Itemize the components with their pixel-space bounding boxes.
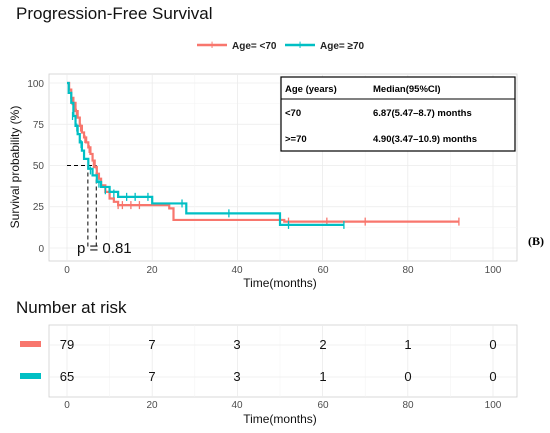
risk-x-tick-20: 20	[146, 400, 158, 411]
median-table-header-median: Median(95%CI)	[373, 84, 441, 95]
panel-label: (B)	[528, 234, 544, 248]
risk-table-panel	[48, 324, 518, 398]
y-axis-label: Survival probability (%)	[8, 106, 22, 229]
risk-1-t60: 2	[319, 337, 326, 352]
risk-table-title: Number at risk	[16, 298, 127, 317]
risk-1-t0: 79	[60, 337, 74, 352]
risk-x-tick-80: 80	[402, 400, 414, 411]
x-axis-label: Time(months)	[243, 276, 317, 290]
x-tick-100: 100	[485, 265, 502, 276]
risk-2-t0: 65	[60, 369, 74, 384]
risk-1-t20: 7	[148, 337, 155, 352]
median-table-row-2-median: 4.90(3.47–10.9) months	[373, 134, 477, 145]
risk-grid	[49, 325, 517, 397]
risk-1-t80: 1	[404, 337, 411, 352]
y-tick-50: 50	[33, 161, 45, 172]
median-table-row-1-group: <70	[285, 108, 301, 119]
x-tick-80: 80	[402, 265, 414, 276]
x-tick-40: 40	[231, 265, 243, 276]
median-table-row-2-group: >=70	[285, 134, 307, 145]
median-table-frame	[280, 76, 516, 152]
p-value: p = 0.81	[77, 240, 132, 257]
risk-x-tick-0: 0	[64, 400, 70, 411]
median-table: Age (years) Median(95%CI) <70 6.87(5.47–…	[280, 76, 516, 152]
risk-x-tick-100: 100	[485, 400, 502, 411]
risk-x-axis-label: Time(months)	[243, 412, 317, 426]
legend-label-1: Age= <70	[232, 41, 277, 52]
risk-2-t20: 7	[148, 369, 155, 384]
risk-2-t60: 1	[319, 369, 326, 384]
legend-swatch-1-mark: +	[208, 37, 216, 52]
y-tick-100: 100	[27, 79, 44, 90]
risk-2-t40: 3	[233, 369, 240, 384]
x-tick-0: 0	[64, 265, 70, 276]
legend: + Age= <70 + Age= ≥70	[197, 37, 365, 52]
x-tick-20: 20	[146, 265, 158, 276]
median-table-row-1-median: 6.87(5.47–8.7) months	[373, 108, 472, 119]
y-tick-0: 0	[38, 244, 44, 255]
main-curves	[67, 81, 460, 248]
main-ticks: 0 25 50 75 100 0 20 40 60 80 100	[27, 79, 501, 276]
km-curve-2	[67, 81, 344, 226]
risk-row-1-swatch	[20, 341, 41, 347]
risk-x-tick-40: 40	[231, 400, 243, 411]
risk-1-t40: 3	[233, 337, 240, 352]
legend-label-2: Age= ≥70	[320, 41, 365, 52]
x-tick-60: 60	[317, 265, 329, 276]
y-tick-75: 75	[33, 120, 45, 131]
risk-x-tick-60: 60	[317, 400, 329, 411]
median-table-header-group: Age (years)	[285, 84, 337, 95]
risk-row-2-swatch	[20, 373, 41, 379]
risk-2-t80: 0	[404, 369, 411, 384]
legend-swatch-2-mark: +	[296, 37, 304, 52]
y-tick-25: 25	[33, 202, 45, 213]
chart-title: Progression-Free Survival	[16, 4, 213, 23]
risk-table: Number at risk 79 7 3 2 1 0 65 7 3 1 0 0…	[16, 298, 518, 426]
risk-2-t100: 0	[489, 369, 496, 384]
risk-1-t100: 0	[489, 337, 496, 352]
